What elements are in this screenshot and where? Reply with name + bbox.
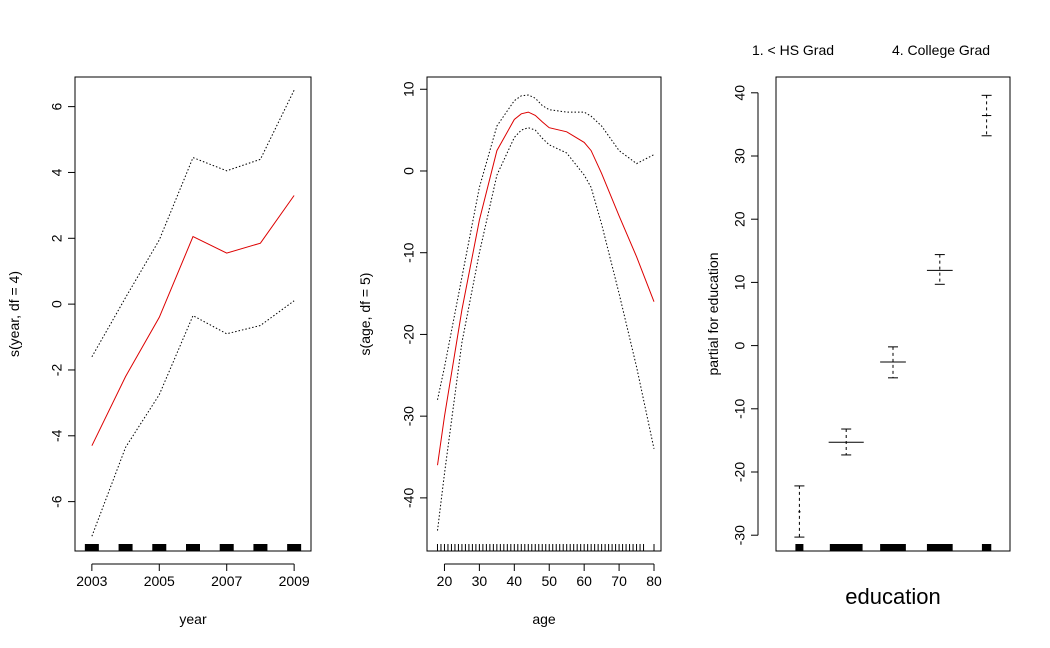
- x-axis-title: age: [532, 611, 556, 627]
- y-tick-label: -4: [49, 429, 65, 442]
- y-tick-label: 4: [49, 168, 65, 176]
- rug-mark: [186, 544, 200, 551]
- x-tick-label: 70: [611, 573, 627, 589]
- x-tick-label: 60: [576, 573, 592, 589]
- panel-age: -40 -30 -20 -10 0 10 20 30 40 50 60 70 80 age s(age…: [357, 76, 662, 627]
- x-tick-label: 2007: [211, 573, 242, 589]
- errorbar-group: [794, 94, 992, 538]
- top-category-label-1: 1. < HS Grad: [752, 42, 834, 58]
- series-line-lower: [91, 300, 295, 537]
- x-tick-label: 2003: [76, 573, 107, 589]
- y-axis: -6 -4 -2 0 2 4 6: [49, 103, 76, 508]
- x-axis-title: year: [179, 611, 207, 627]
- y-tick-label: -10: [401, 242, 417, 262]
- y-tick-label: 0: [401, 167, 417, 175]
- plot-frame: [74, 76, 312, 552]
- x-tick-label: 50: [541, 573, 557, 589]
- y-tick-label: -30: [732, 525, 748, 545]
- rug-mark: [926, 544, 953, 551]
- panel-year: -6 -4 -2 0 2 4 6 2003 2005 2007 2009 year s(year,…: [6, 76, 312, 627]
- y-tick-label: -2: [49, 364, 65, 377]
- y-tick-label: -6: [49, 495, 65, 508]
- series-line-fit: [437, 111, 655, 466]
- y-axis-title: s(age, df = 5): [357, 273, 373, 356]
- y-tick-label: 0: [49, 300, 65, 308]
- series-line-upper: [437, 94, 655, 400]
- y-tick-label: 0: [732, 341, 748, 349]
- rug-mark: [219, 544, 234, 551]
- series-group: [437, 94, 655, 531]
- x-tick-label: 2005: [144, 573, 175, 589]
- rug-mark: [118, 544, 133, 551]
- plot-frame: [775, 76, 1011, 552]
- series-line-fit: [91, 195, 295, 446]
- y-tick-label: 6: [49, 103, 65, 111]
- rug-mark: [287, 544, 302, 551]
- x-tick-label: 40: [507, 573, 523, 589]
- plot-frame: [426, 76, 662, 552]
- rug: [795, 544, 992, 551]
- x-axis: 2003 2005 2007 2009: [76, 563, 310, 589]
- x-tick-label: 30: [472, 573, 488, 589]
- rug: [436, 544, 655, 551]
- y-tick-label: 40: [732, 85, 748, 101]
- rug-mark: [253, 544, 268, 551]
- x-tick-label: 2009: [279, 573, 310, 589]
- y-axis: -40 -30 -20 -10 0 10: [401, 81, 428, 508]
- y-axis-title: s(year, df = 4): [6, 271, 22, 357]
- rug: [84, 544, 302, 551]
- y-tick-label: -20: [401, 324, 417, 344]
- panel-education: -30 -20 -10 0 10 20 30 40 1. < HS Grad 4. Colle…: [705, 42, 1011, 609]
- x-tick-label: 80: [646, 573, 662, 589]
- y-tick-label: 2: [49, 234, 65, 242]
- rug-mark: [829, 544, 863, 551]
- rug-mark: [880, 544, 906, 551]
- rug-mark: [84, 544, 99, 551]
- y-tick-label: 30: [732, 148, 748, 164]
- y-tick-label: 10: [401, 81, 417, 97]
- series-line-lower: [437, 127, 655, 531]
- rug-mark: [795, 544, 804, 551]
- y-tick-label: -20: [732, 462, 748, 482]
- y-tick-label: -30: [401, 406, 417, 426]
- rug-mark: [981, 544, 992, 551]
- x-tick-label: 20: [437, 573, 453, 589]
- y-tick-label: 10: [732, 274, 748, 290]
- x-axis-title: education: [845, 584, 940, 609]
- x-axis: 20 30 40 50 60 70 80: [437, 563, 662, 589]
- y-tick-label: -10: [732, 398, 748, 418]
- y-tick-label: -40: [401, 488, 417, 508]
- top-category-label-2: 4. College Grad: [892, 42, 990, 58]
- series-group: [91, 89, 295, 537]
- y-axis-title: partial for education: [705, 253, 721, 376]
- y-axis: -30 -20 -10 0 10 20 30 40: [732, 85, 759, 545]
- rug-mark: [152, 544, 167, 551]
- y-tick-label: 20: [732, 211, 748, 227]
